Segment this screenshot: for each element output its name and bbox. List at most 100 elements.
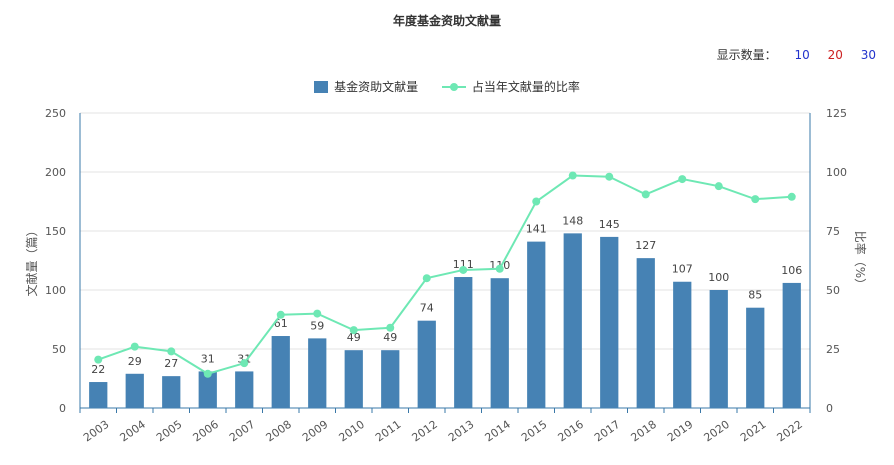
- x-tick-label: 2007: [227, 418, 257, 445]
- bar: [381, 350, 400, 408]
- x-tick-label: 2016: [556, 418, 586, 445]
- bar-value-label: 148: [562, 214, 583, 227]
- display-count-option-20[interactable]: 20: [827, 48, 843, 62]
- ratio-point: [787, 192, 796, 201]
- x-tick-label: 2019: [665, 418, 695, 445]
- x-tick-label: 2005: [154, 418, 184, 445]
- ratio-point: [641, 190, 650, 199]
- x-tick-label: 2006: [191, 418, 221, 445]
- bar-value-label: 22: [91, 363, 105, 376]
- x-tick-label: 2010: [337, 418, 367, 445]
- ratio-point: [94, 355, 103, 364]
- bar-value-label: 31: [201, 352, 215, 365]
- x-tick-label: 2009: [300, 418, 330, 445]
- ratio-point: [349, 326, 358, 335]
- x-tick-label: 2017: [592, 418, 622, 445]
- bar: [271, 336, 290, 408]
- bar: [490, 278, 509, 408]
- y2-axis-title: 比率（%）: [853, 231, 868, 290]
- ratio-point: [495, 264, 504, 273]
- ratio-point: [678, 175, 687, 184]
- ratio-point: [459, 265, 468, 274]
- y2-tick-label: 75: [826, 225, 840, 238]
- x-tick-label: 2022: [775, 418, 805, 445]
- y2-tick-label: 125: [826, 107, 847, 120]
- bar: [636, 258, 655, 408]
- bar: [125, 373, 144, 408]
- chart-legend: 基金资助文献量 占当年文献量的比率: [0, 78, 894, 96]
- y-tick-label: 150: [45, 225, 66, 238]
- x-tick-label: 2014: [483, 418, 513, 445]
- bar-value-label: 111: [453, 258, 474, 271]
- y-tick-label: 250: [45, 107, 66, 120]
- ratio-point: [605, 172, 614, 181]
- display-count-option-10[interactable]: 10: [794, 48, 810, 62]
- y-tick-label: 200: [45, 166, 66, 179]
- x-tick-label: 2008: [264, 418, 294, 445]
- legend-bar-label: 基金资助文献量: [334, 80, 419, 94]
- ratio-point: [714, 182, 723, 191]
- display-count-option-30[interactable]: 30: [860, 48, 876, 62]
- x-tick-label: 2004: [118, 418, 148, 445]
- ratio-point: [276, 310, 285, 319]
- legend-item-line-series[interactable]: 占当年文献量的比率: [441, 78, 580, 95]
- bar-value-label: 49: [347, 331, 361, 344]
- bar-value-label: 141: [526, 223, 547, 236]
- bar-value-label: 106: [781, 264, 802, 277]
- bar: [417, 320, 436, 408]
- bar: [89, 382, 108, 408]
- bar: [235, 371, 254, 408]
- y2-tick-label: 100: [826, 166, 847, 179]
- bar: [454, 277, 473, 408]
- bar-value-label: 74: [420, 302, 434, 315]
- y-axis-title: 文献量（篇）: [24, 224, 39, 296]
- x-tick-label: 2003: [81, 418, 111, 445]
- bar-value-label: 145: [599, 218, 620, 231]
- x-tick-label: 2013: [446, 418, 476, 445]
- legend-line-swatch: [441, 81, 466, 93]
- ratio-point: [240, 359, 249, 368]
- ratio-point: [130, 342, 139, 351]
- bar: [198, 371, 217, 408]
- bar: [673, 281, 692, 408]
- bar: [709, 290, 728, 408]
- bar-value-label: 61: [274, 317, 288, 330]
- bar-value-label: 29: [128, 355, 142, 368]
- bar-value-label: 107: [672, 263, 693, 276]
- ratio-point: [167, 347, 176, 356]
- bar: [563, 233, 582, 408]
- bar: [600, 236, 619, 408]
- bar-value-label: 85: [748, 289, 762, 302]
- x-tick-label: 2011: [373, 418, 403, 445]
- y-tick-label: 50: [52, 343, 66, 356]
- ratio-point: [386, 323, 395, 332]
- y2-tick-label: 50: [826, 284, 840, 297]
- bar-value-label: 49: [383, 331, 397, 344]
- x-tick-label: 2018: [629, 418, 659, 445]
- bar-value-label: 59: [310, 319, 324, 332]
- ratio-point: [751, 195, 760, 204]
- bar: [527, 241, 546, 408]
- bar: [746, 307, 765, 408]
- ratio-point: [313, 309, 322, 318]
- ratio-point: [203, 369, 212, 378]
- y2-tick-label: 0: [826, 402, 833, 415]
- ratio-point: [568, 171, 577, 180]
- bar: [344, 350, 363, 408]
- ratio-point: [532, 197, 541, 206]
- legend-bar-swatch: [314, 80, 329, 93]
- y-tick-label: 0: [59, 402, 66, 415]
- legend-line-label: 占当年文献量的比率: [471, 80, 580, 94]
- bar-value-label: 100: [708, 271, 729, 284]
- display-count-control: 显示数量： 10 20 30: [717, 46, 876, 63]
- x-tick-label: 2021: [738, 418, 768, 445]
- display-count-label: 显示数量：: [716, 48, 777, 62]
- legend-item-bar-series[interactable]: 基金资助文献量: [314, 78, 418, 95]
- ratio-point: [422, 274, 431, 283]
- ratio-line: [97, 174, 792, 375]
- bar-value-label: 27: [164, 357, 178, 370]
- bar: [782, 282, 801, 408]
- x-tick-label: 2012: [410, 418, 440, 445]
- chart-title: 年度基金资助文献量: [392, 14, 501, 28]
